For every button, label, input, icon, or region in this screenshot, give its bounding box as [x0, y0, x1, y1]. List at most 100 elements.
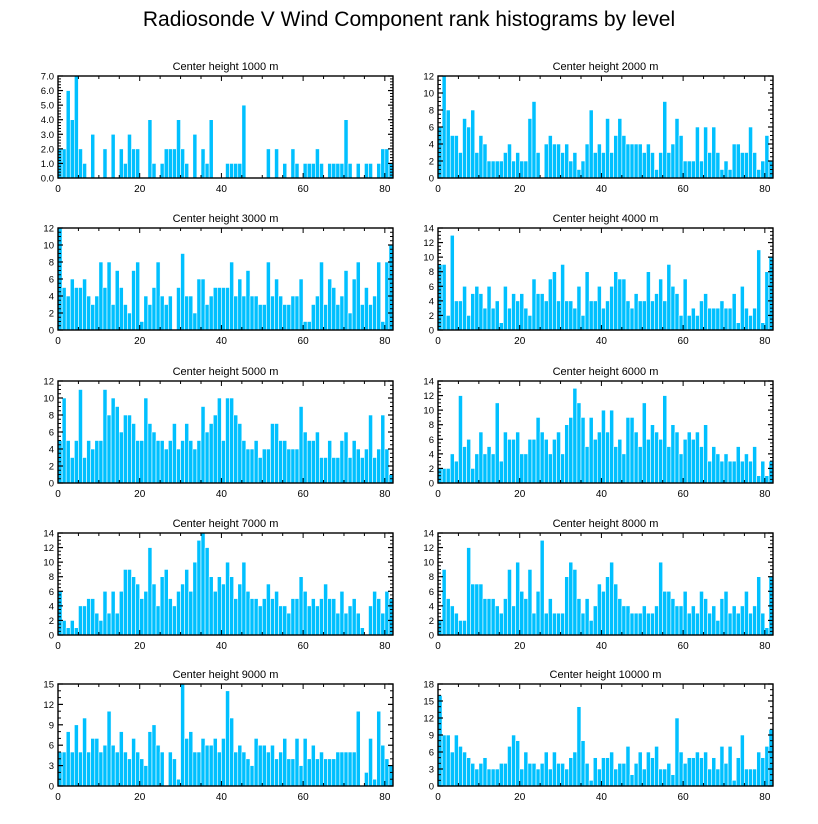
histogram-bar — [78, 287, 83, 331]
histogram-bar — [752, 152, 757, 179]
y-tick-label: 0 — [429, 174, 434, 185]
histogram-bar — [319, 598, 324, 636]
histogram-bar — [576, 169, 582, 179]
histogram-bar — [711, 757, 717, 787]
histogram-panel: Center height 2000 m 0 2 4 6 8 10 12 0 20 40 60 80 — [423, 61, 774, 195]
histogram-bar — [192, 312, 198, 331]
histogram-bar — [470, 583, 476, 636]
histogram-bar — [474, 768, 480, 787]
histogram-bar — [490, 307, 496, 331]
histogram-bar — [670, 285, 676, 331]
histogram-bar — [507, 438, 512, 484]
y-tick-label: 3 — [49, 761, 54, 772]
histogram-bar — [695, 612, 700, 636]
histogram-panel: Center height 1000 m 0.0 1.0 2.0 3.0 4.0 5.0 6.… — [41, 61, 394, 195]
histogram-bar — [552, 751, 557, 787]
histogram-bar — [466, 315, 471, 331]
histogram-bar — [249, 765, 255, 787]
histogram-bar — [204, 744, 210, 787]
histogram-bar — [200, 148, 206, 179]
histogram-bar — [564, 576, 570, 636]
histogram-bar — [372, 295, 377, 331]
x-tick-label: 0 — [435, 641, 441, 652]
histogram-bar — [257, 744, 263, 787]
histogram-bar — [253, 295, 259, 331]
histogram-bar — [266, 148, 271, 179]
histogram-bar — [168, 295, 173, 331]
histogram-bar — [245, 270, 251, 331]
histogram-bar — [543, 751, 549, 787]
histogram-bar — [613, 768, 619, 787]
histogram-bar — [351, 751, 357, 787]
histogram-bar — [535, 768, 541, 787]
x-tick-label: 40 — [216, 489, 228, 500]
histogram-bar — [233, 751, 239, 787]
histogram-bar — [380, 414, 386, 484]
histogram-bar — [735, 322, 741, 331]
histogram-bar — [650, 300, 655, 331]
histogram-bar — [61, 287, 67, 331]
y-tick-label: 14 — [423, 224, 434, 235]
x-tick-label: 80 — [759, 641, 771, 652]
histogram-bar — [511, 734, 516, 787]
histogram-bar — [343, 612, 349, 636]
histogram-bar — [470, 468, 476, 484]
histogram-bar — [94, 738, 100, 787]
histogram-bar — [368, 163, 373, 179]
y-tick-label: 0 — [429, 326, 434, 337]
histogram-bar — [641, 152, 647, 179]
histogram-bar — [368, 304, 373, 331]
y-tick-label: 5.0 — [41, 101, 54, 112]
histogram-bar — [678, 453, 684, 484]
histogram-bar — [507, 746, 512, 787]
y-tick-label: 3.0 — [41, 130, 54, 141]
histogram-bar — [478, 293, 484, 331]
histogram-bar — [564, 143, 570, 179]
histogram-bar — [319, 261, 324, 331]
histogram-bar — [678, 135, 684, 179]
histogram-bar — [735, 446, 741, 484]
histogram-bar — [331, 758, 337, 787]
histogram-bar — [266, 448, 271, 484]
histogram-bar — [319, 457, 324, 484]
histogram-bar — [90, 133, 96, 179]
histogram-bar — [609, 285, 614, 331]
histogram-bar — [74, 440, 79, 484]
histogram-bar — [535, 293, 541, 331]
histogram-bar — [511, 438, 516, 484]
histogram-bar — [151, 163, 157, 179]
histogram-bar — [564, 424, 570, 484]
histogram-bar — [686, 431, 692, 484]
histogram-bar — [454, 612, 459, 636]
histogram-bar — [106, 261, 112, 331]
histogram-bar — [482, 598, 488, 636]
histogram-bar — [748, 126, 753, 179]
histogram-bar — [654, 293, 659, 331]
histogram-bar — [556, 300, 561, 331]
histogram-bar — [253, 738, 259, 787]
histogram-bar — [315, 148, 320, 179]
histogram-bar — [654, 431, 659, 484]
histogram-bar — [605, 118, 610, 179]
histogram-bar — [547, 135, 553, 179]
x-tick-label: 60 — [678, 336, 690, 347]
histogram-bar — [576, 402, 582, 484]
histogram-bar — [302, 163, 308, 179]
histogram-bar — [740, 734, 745, 787]
histogram-bar — [764, 475, 770, 484]
histogram-bar — [719, 300, 725, 331]
histogram-bar — [552, 612, 557, 636]
histogram-bar — [572, 751, 578, 787]
histogram-bar — [151, 583, 157, 636]
histogram-bar — [212, 287, 218, 331]
histogram-bar — [339, 751, 345, 787]
histogram-bar — [474, 285, 480, 331]
histogram-bar — [617, 438, 623, 484]
y-tick-label: 6 — [429, 748, 434, 759]
histogram-bar — [327, 163, 333, 179]
histogram-bar — [690, 757, 696, 787]
y-tick-label: 6 — [429, 435, 434, 446]
histogram-bar — [490, 598, 496, 636]
histogram-bar — [217, 397, 222, 484]
histogram-bar — [752, 768, 757, 787]
